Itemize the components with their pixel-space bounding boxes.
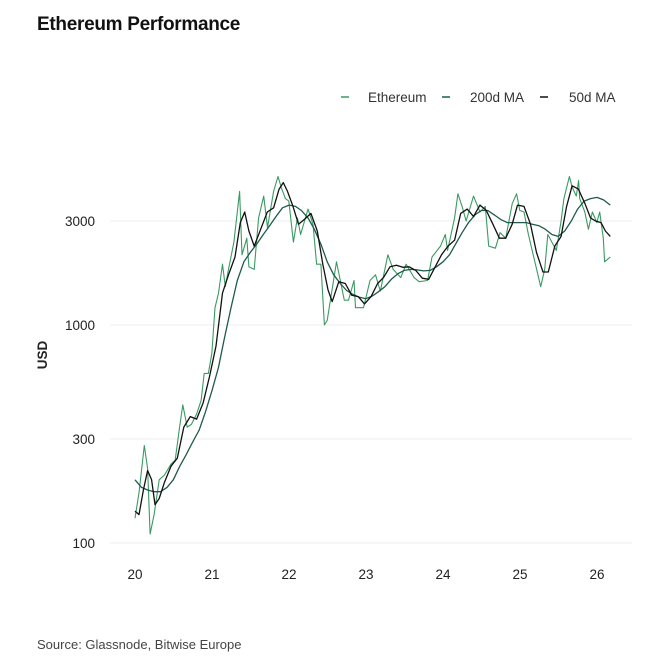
source-note: Source: Glassnode, Bitwise Europe — [37, 637, 242, 652]
legend-label: 50d MA — [569, 90, 616, 105]
series-line-200d-ma — [134, 196, 611, 493]
x-axis: 20 21 22 23 24 25 26 — [127, 567, 604, 582]
y-axis-label: USD — [35, 341, 50, 370]
legend-label: 200d MA — [470, 90, 524, 105]
x-tick-label: 24 — [435, 567, 451, 582]
legend-label: Ethereum — [368, 90, 427, 105]
legend: Ethereum 200d MA 50d MA — [341, 90, 616, 105]
y-axis: 100 300 1000 3000 — [65, 214, 95, 551]
series-line-ethereum — [134, 175, 611, 535]
y-tick-label: 1000 — [65, 318, 95, 333]
chart-title: Ethereum Performance — [37, 14, 241, 35]
series-line-50d-ma — [134, 181, 611, 516]
y-tick-label: 300 — [72, 432, 95, 447]
x-tick-label: 21 — [204, 567, 219, 582]
y-tick-label: 3000 — [65, 214, 95, 229]
x-tick-label: 20 — [127, 567, 142, 582]
x-tick-label: 25 — [512, 567, 527, 582]
series-lines — [134, 175, 611, 535]
x-tick-label: 22 — [281, 567, 296, 582]
y-tick-label: 100 — [72, 536, 95, 551]
x-tick-label: 23 — [358, 567, 373, 582]
x-tick-label: 26 — [589, 567, 604, 582]
gridlines — [110, 220, 632, 544]
